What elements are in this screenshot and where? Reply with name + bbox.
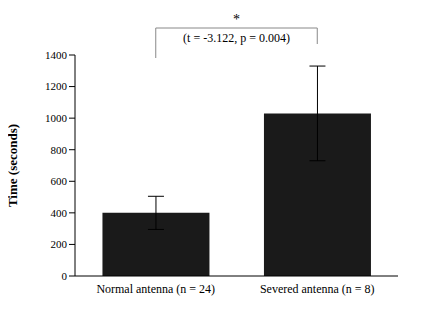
svg-text:400: 400	[51, 207, 68, 219]
svg-text:1000: 1000	[45, 112, 68, 124]
svg-text:800: 800	[51, 144, 68, 156]
svg-text:1200: 1200	[45, 80, 68, 92]
svg-text:Severed antenna (n = 8): Severed antenna (n = 8)	[260, 282, 375, 296]
svg-text:0: 0	[62, 270, 68, 282]
svg-text:1400: 1400	[45, 49, 68, 61]
svg-text:Time (seconds): Time (seconds)	[8, 124, 20, 207]
svg-text:(t = -3.122, p = 0.004): (t = -3.122, p = 0.004)	[183, 31, 290, 45]
svg-text:Normal antenna (n = 24): Normal antenna (n = 24)	[96, 282, 215, 296]
svg-text:600: 600	[51, 175, 68, 187]
svg-text:*: *	[233, 12, 240, 27]
svg-text:200: 200	[51, 238, 68, 250]
